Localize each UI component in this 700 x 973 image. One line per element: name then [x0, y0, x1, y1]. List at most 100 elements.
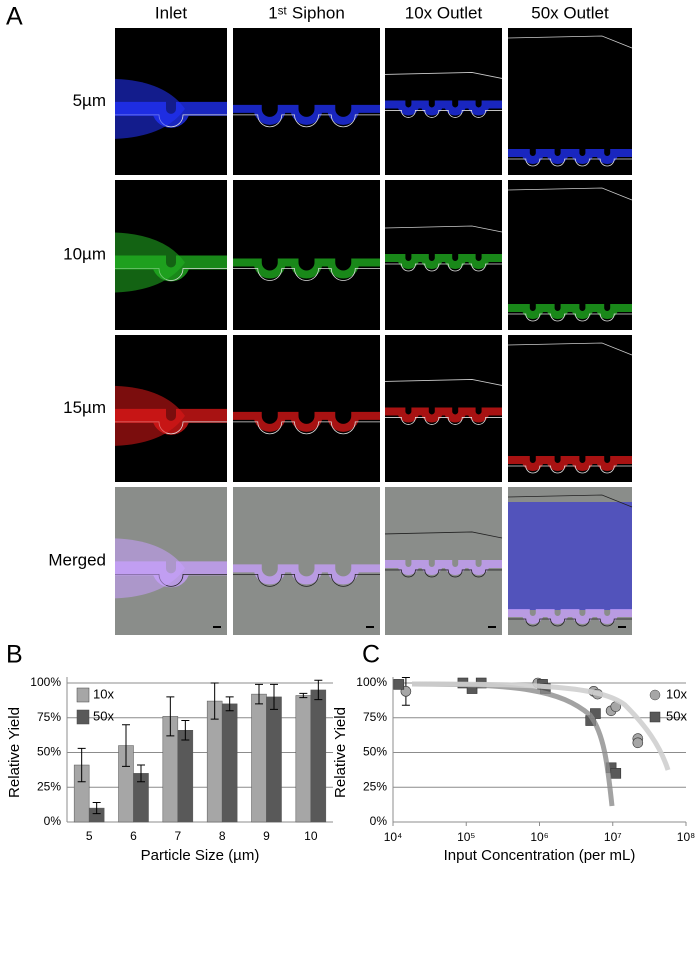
channel-outline	[508, 313, 632, 322]
legend-label: 50x	[93, 708, 114, 723]
y-axis-title: Relative Yield	[6, 707, 23, 798]
chamber-outline	[384, 72, 503, 79]
y-tick-label: 100%	[30, 675, 61, 689]
y-tick-label: 50%	[363, 745, 387, 759]
chamber-outline	[384, 225, 503, 233]
channel-glow	[508, 456, 632, 471]
chamber-outline	[507, 35, 633, 49]
channel-glow	[385, 559, 502, 575]
inlet-funnel	[115, 232, 185, 293]
channel-glow	[233, 104, 380, 125]
legend-label: 50x	[666, 708, 687, 723]
channel-outline	[385, 263, 502, 272]
channel-outline	[508, 618, 632, 627]
panel-a: A Inlet 1ˢᵗ Siphon 10x Outlet 50x Outlet 5µm 1…	[6, 3, 633, 635]
channel-outline	[233, 574, 380, 587]
blue-haze	[508, 502, 632, 610]
error-bar	[225, 696, 234, 712]
x-tick-label: 10⁷	[604, 830, 622, 844]
row-label: 5µm	[73, 91, 106, 110]
channel-glow	[385, 254, 502, 269]
row-label: 15µm	[63, 398, 106, 417]
x-tick-label: 7	[174, 829, 181, 843]
channel-outline	[385, 110, 502, 118]
channel-glow	[385, 100, 502, 116]
legend-swatch	[649, 689, 661, 701]
micrograph	[233, 487, 380, 635]
legend-label: 10x	[666, 686, 687, 701]
column-header: 10x Outlet	[405, 3, 483, 22]
legend-swatch	[76, 687, 90, 703]
y-tick-label: 100%	[356, 675, 387, 689]
chamber-outline	[507, 187, 633, 201]
error-bar	[210, 682, 219, 720]
chamber-outline	[507, 494, 633, 508]
y-tick-label: 75%	[37, 710, 61, 724]
y-tick-label: 75%	[363, 710, 387, 724]
channel-outline	[233, 268, 380, 281]
channel-glow	[508, 149, 632, 164]
channel-outline	[508, 465, 632, 474]
error-bar	[92, 802, 101, 815]
y-tick-label: 25%	[37, 779, 61, 793]
channel-outline	[385, 417, 502, 425]
error-bar	[137, 764, 145, 783]
x-tick-label: 5	[86, 829, 93, 843]
micrograph	[233, 335, 380, 482]
channel-outline	[385, 569, 502, 578]
channel-glow	[233, 411, 380, 432]
inlet-funnel	[115, 385, 185, 446]
chamber-outline	[384, 531, 503, 539]
y-tick-label: 0%	[370, 814, 388, 828]
micrograph	[233, 180, 380, 330]
x-tick-label: 9	[263, 829, 270, 843]
bar	[310, 689, 327, 823]
bar	[266, 696, 282, 823]
x-tick-label: 8	[219, 829, 226, 843]
panel-label: C	[362, 641, 380, 669]
x-tick-label: 10	[304, 829, 318, 843]
row-label: Merged	[48, 550, 106, 569]
y-tick-label: 0%	[44, 814, 62, 828]
x-tick-label: 10⁶	[530, 830, 548, 844]
bar	[221, 703, 238, 823]
bar	[251, 693, 267, 823]
y-tick-label: 50%	[37, 745, 61, 759]
x-tick-label: 10⁸	[677, 830, 695, 844]
channel-glow	[508, 304, 632, 319]
channel-glow	[385, 407, 502, 423]
chamber-outline	[384, 379, 503, 386]
channel-outline	[508, 158, 632, 167]
point	[610, 768, 622, 779]
fit-curve-10x	[411, 681, 671, 771]
error-bar	[255, 683, 263, 705]
legend-label: 10x	[93, 686, 114, 701]
x-tick-label: 6	[130, 829, 137, 843]
y-tick-label: 25%	[363, 779, 387, 793]
bar	[177, 730, 194, 823]
inlet-funnel	[115, 538, 185, 599]
legend-swatch	[76, 709, 90, 725]
channel-glow	[508, 609, 632, 624]
x-tick-label: 10⁴	[384, 830, 403, 844]
panel-label: A	[6, 3, 23, 31]
channel-glow	[233, 564, 380, 585]
column-header: 1ˢᵗ Siphon	[268, 3, 345, 22]
error-bar	[299, 692, 308, 699]
error-bar	[166, 696, 175, 737]
y-axis-title: Relative Yield	[332, 707, 349, 798]
error-bar	[314, 679, 323, 701]
bar	[295, 695, 312, 823]
error-bar	[77, 747, 86, 783]
point	[632, 737, 644, 749]
x-tick-label: 10⁵	[457, 830, 475, 844]
error-bar	[122, 724, 130, 767]
point	[393, 679, 405, 690]
panel-label: B	[6, 641, 23, 669]
chamber-outline	[507, 342, 633, 356]
channel-glow	[233, 258, 380, 279]
x-axis-title: Input Concentration (per mL)	[444, 847, 636, 864]
error-bar	[270, 683, 278, 710]
